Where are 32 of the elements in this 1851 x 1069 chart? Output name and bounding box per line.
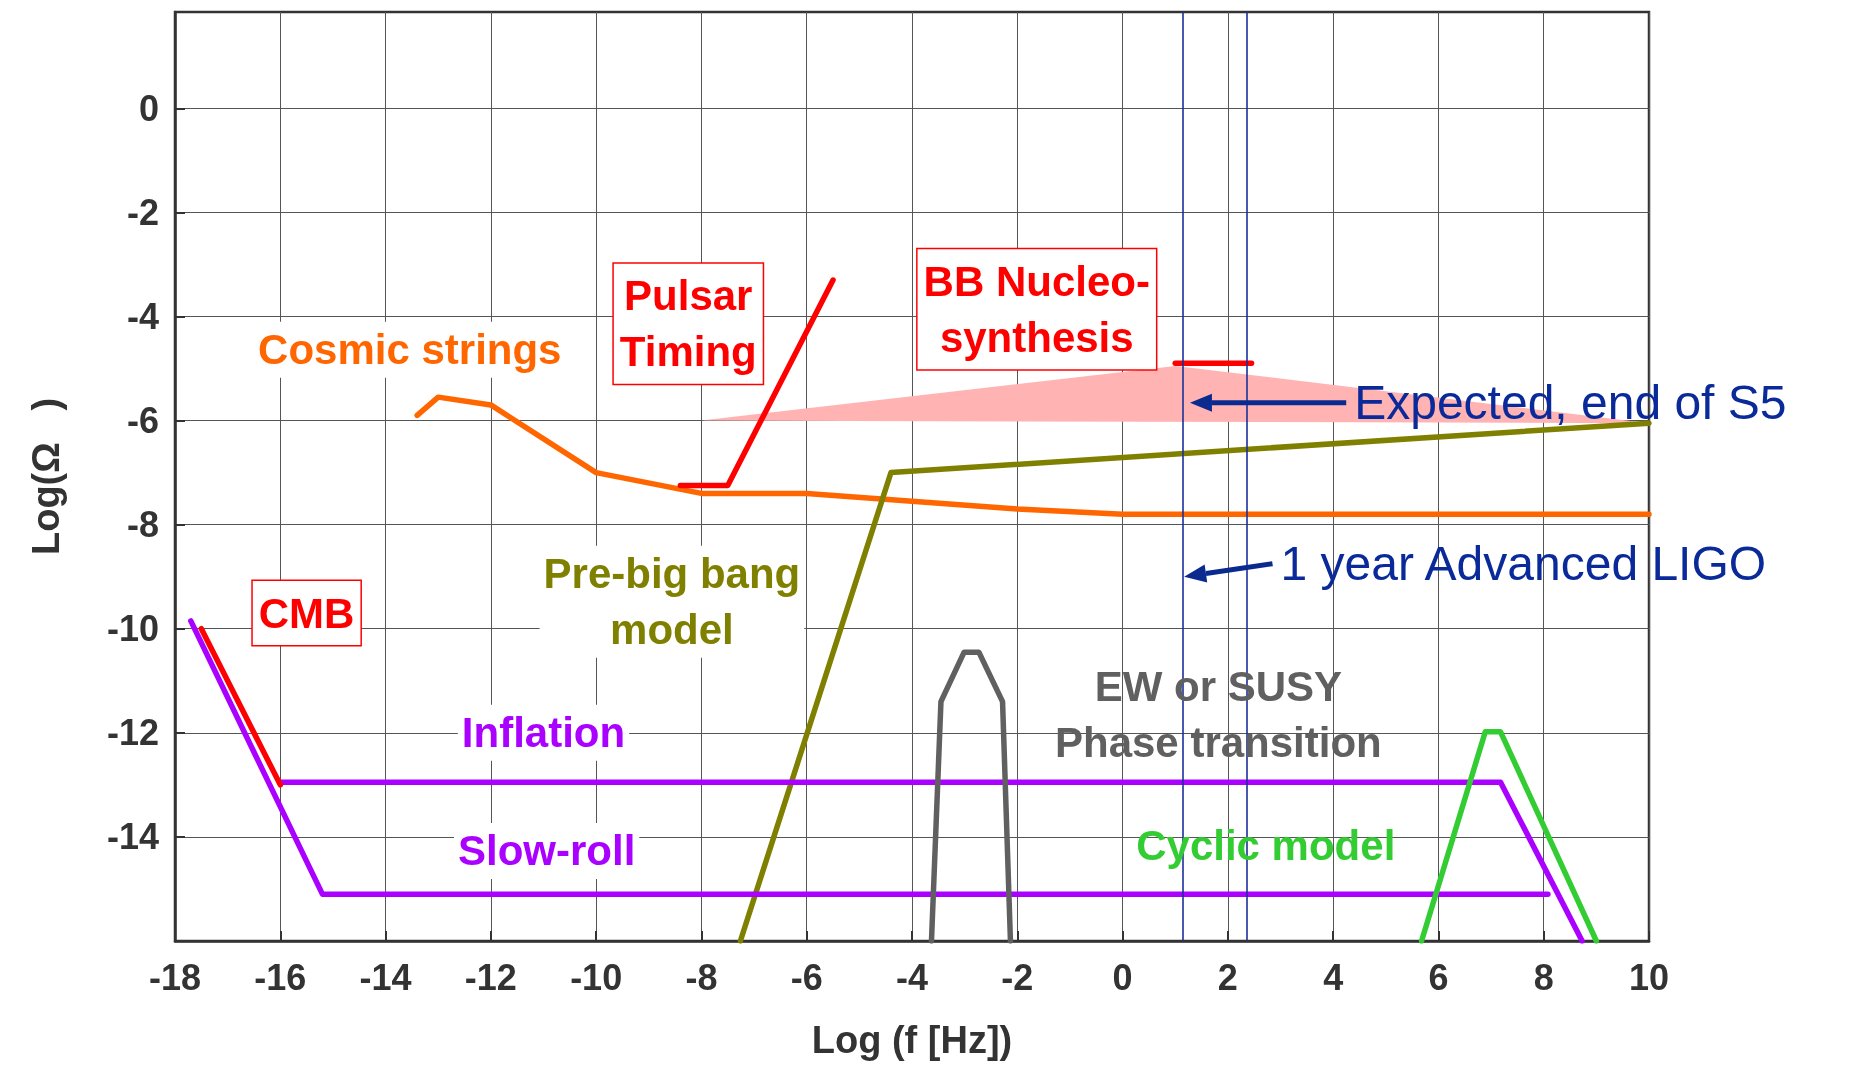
y-axis-title: Log(Ω )	[25, 397, 67, 556]
x-tick-label: -10	[570, 956, 623, 998]
y-tick-label: -14	[106, 816, 159, 858]
series-label: CMB	[258, 589, 355, 637]
y-tick-label: -4	[126, 295, 159, 337]
y-tick-label: 0	[138, 87, 159, 129]
x-tick-label: -8	[685, 956, 718, 998]
x-tick-label: 6	[1428, 956, 1449, 998]
series-label: Cosmic strings	[258, 326, 562, 374]
x-tick-label: -6	[790, 956, 823, 998]
y-tick-label: -10	[106, 608, 159, 650]
y-tick-label: -6	[126, 400, 159, 442]
series-label: Pre-big bang model	[543, 550, 801, 654]
series-label: Pulsar Timing	[619, 272, 757, 376]
x-tick-label: 0	[1112, 956, 1133, 998]
x-tick-label: -18	[148, 956, 202, 998]
series-label: Slow-roll	[457, 827, 636, 875]
y-tick-label: -8	[126, 504, 159, 546]
x-tick-label: -14	[359, 956, 412, 998]
x-tick-label: 8	[1533, 956, 1554, 998]
x-tick-label: 4	[1323, 956, 1344, 998]
x-tick-label: 10	[1628, 956, 1670, 998]
x-tick-label: 2	[1217, 956, 1238, 998]
x-axis-title: Log (f [Hz])	[811, 1019, 1013, 1061]
x-tick-label: -2	[1001, 956, 1034, 998]
series-label: Inflation	[461, 709, 626, 757]
y-tick-label: -2	[126, 191, 159, 233]
y-tick-label: -12	[106, 712, 159, 754]
x-tick-label: -12	[464, 956, 517, 998]
series-label: BB Nucleo- synthesis	[923, 257, 1150, 361]
x-tick-label: -16	[254, 956, 307, 998]
x-tick-label: -4	[895, 956, 929, 998]
